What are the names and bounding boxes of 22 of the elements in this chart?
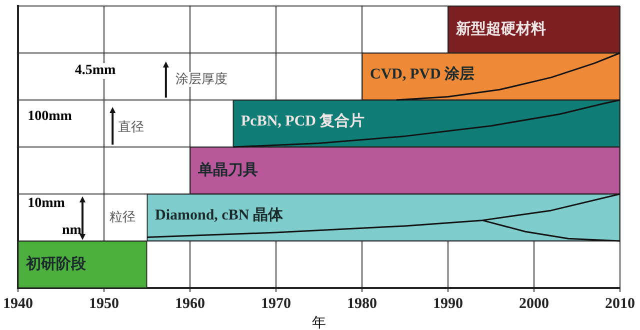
annotation: 10mm bbox=[26, 196, 66, 212]
annotation: 4.5mm bbox=[74, 63, 117, 80]
annotation: nm bbox=[61, 223, 82, 240]
x-tick-label: 1970 bbox=[261, 296, 291, 312]
x-tick-label: 1990 bbox=[433, 296, 463, 312]
data-label: CVD, PVD 涂层 bbox=[370, 65, 475, 82]
x-tick-label: 2000 bbox=[519, 296, 549, 312]
x-tick-label: 1950 bbox=[89, 296, 119, 312]
data-label: 新型超硬材料 bbox=[455, 19, 546, 38]
annotation: 粒径 bbox=[108, 210, 136, 226]
data-label: 单晶刀具 bbox=[197, 161, 258, 178]
x-tick-label: 1980 bbox=[347, 296, 377, 312]
annotation: 直径 bbox=[116, 120, 145, 135]
data-label: 初研阶段 bbox=[25, 254, 87, 272]
annotation: 100mm bbox=[26, 109, 73, 126]
x-tick-label: 1960 bbox=[175, 296, 205, 312]
x-tick-label: 2010 bbox=[605, 296, 635, 312]
x-tick-label: 1940 bbox=[3, 296, 33, 312]
data-label: PcBN, PCD 复合片 bbox=[241, 112, 365, 130]
x-axis-title: 年 bbox=[312, 314, 326, 330]
data-label: Diamond, cBN 晶体 bbox=[155, 206, 284, 224]
annotation: 涂层厚度 bbox=[174, 72, 229, 87]
